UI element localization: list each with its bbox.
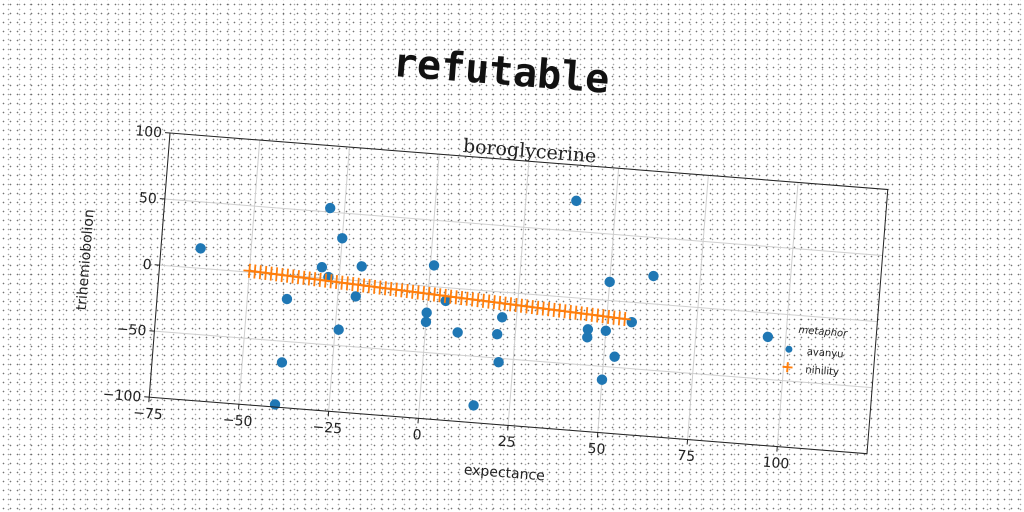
grid-line-y [164, 198, 883, 257]
x-tick-label: 25 [497, 434, 516, 451]
avanyu-point [195, 243, 206, 254]
legend: metaphor avanyu nihility [782, 325, 848, 379]
avanyu-point [582, 324, 594, 335]
avanyu-point [468, 400, 479, 411]
plot-area: −75 −50 −25 0 25 50 75 100 100 50 0 −50 −100 borogly… [74, 123, 889, 484]
avanyu-point [337, 233, 348, 244]
legend-title: metaphor [798, 325, 848, 340]
avanyu-point [281, 293, 293, 305]
x-tick-label: −25 [312, 419, 343, 437]
avanyu-point [325, 202, 336, 214]
avanyu-point [604, 276, 615, 288]
avanyu-point [571, 195, 582, 207]
x-tick-label: 50 [587, 441, 606, 458]
avanyu-point [356, 261, 367, 272]
y-tick-label: −50 [116, 321, 147, 339]
avanyu-point [582, 332, 593, 343]
y-axis-label: trihemiobolion [74, 209, 98, 311]
tick-labels: −75 −50 −25 0 25 50 75 100 100 50 0 −50 −100 [102, 123, 790, 473]
x-tick-label: −75 [133, 405, 164, 423]
avanyu-point [496, 312, 508, 323]
grid-line-y [154, 330, 873, 389]
chart-title: boroglycerine [462, 135, 597, 167]
x-tick-label: −50 [222, 412, 253, 430]
x-axis-label: expectance [463, 462, 545, 484]
avanyu-point [596, 374, 608, 385]
avanyu-point [350, 291, 361, 302]
y-tick-label: 100 [135, 123, 163, 141]
avanyu-point [420, 316, 432, 328]
legend-label-nihility: nihility [805, 365, 839, 379]
nihility-point [618, 311, 631, 327]
x-tick-label: 75 [677, 448, 696, 465]
x-tick-label: 100 [762, 455, 790, 473]
series-layer [195, 195, 774, 411]
legend-label-avanyu: avanyu [806, 347, 844, 361]
avanyu-point [600, 325, 612, 336]
avanyu-point [648, 270, 659, 282]
y-tick-label: 50 [138, 190, 157, 207]
avanyu-point [493, 357, 504, 368]
avanyu-point [421, 307, 432, 318]
avanyu-point [428, 260, 440, 271]
avanyu-point [333, 324, 344, 335]
avanyu-point [316, 262, 328, 273]
legend-marker-avanyu [785, 345, 793, 353]
avanyu-point [762, 331, 774, 343]
legend-marker-nihility [782, 362, 793, 373]
y-tick-label: −100 [102, 387, 142, 406]
avanyu-point [626, 316, 637, 328]
avanyu-point [269, 399, 281, 410]
x-tick-label: 0 [412, 427, 422, 444]
avanyu-point [276, 357, 288, 368]
avanyu-point [609, 351, 620, 362]
y-tick-label: 0 [142, 257, 152, 274]
avanyu-point [452, 327, 463, 338]
avanyu-point [492, 328, 503, 340]
